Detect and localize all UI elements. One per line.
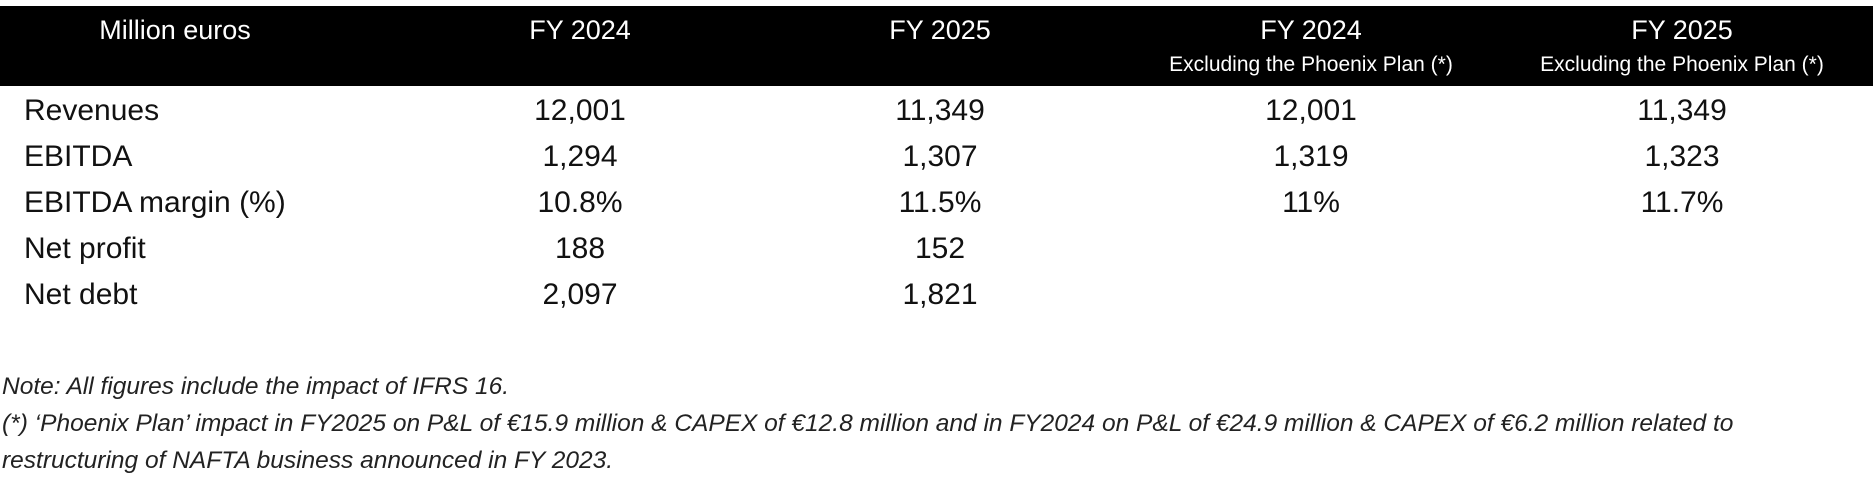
table-cell: 1,821 [902,278,978,311]
table-cell: 12,001 [534,94,626,127]
table-cell: 11,349 [1637,94,1727,127]
header-subtitle: Excluding the Phoenix Plan (*) [1540,53,1824,76]
header-title: FY 2024 [1260,15,1362,45]
table-cell: 2,097 [542,278,618,311]
row-label: Net profit [24,232,146,265]
table-cell: 11,349 [895,94,985,127]
header-subtitle: Excluding the Phoenix Plan (*) [1169,53,1453,76]
header-cell: Million euros [60,8,290,52]
row-label: Revenues [24,94,160,127]
table-cell: 11% [1282,186,1340,219]
table-cell: 1,307 [902,140,978,173]
table-cell: 1,319 [1273,140,1349,173]
notes: Note: All figures include the impact of … [2,368,1852,477]
header-cell: FY 2024 Excluding the Phoenix Plan (*) [1121,8,1501,78]
note: (*) ‘Phoenix Plan’ impact in FY2025 on P… [2,410,1734,474]
row-label: EBITDA margin (%) [24,186,286,219]
table-cell: 152 [914,232,966,265]
row-label: EBITDA [24,140,133,173]
header-title: FY 2025 [889,15,991,45]
table-cell: 1,323 [1644,140,1720,173]
table-cell: 12,001 [1265,94,1357,127]
header-title: FY 2025 [1631,15,1733,45]
header-cell: FY 2025 [750,8,1130,52]
header-title: Million euros [99,15,251,45]
header-title: FY 2024 [529,15,631,45]
table-cell: 1,294 [542,140,618,173]
table-cell: 11.7% [1640,186,1724,219]
header-cell: FY 2024 [390,8,770,52]
table-cell: 11.5% [898,186,982,219]
table-cell: 188 [554,232,606,265]
row-label: Net debt [24,278,138,311]
table-header: Million euros FY 2024 FY 2025 FY 2024 Exclud… [0,6,1873,86]
table-cell: 10.8% [537,186,623,219]
note: Note: All figures include the impact of … [2,373,510,400]
header-cell: FY 2025 Excluding the Phoenix Plan (*) [1492,8,1872,78]
